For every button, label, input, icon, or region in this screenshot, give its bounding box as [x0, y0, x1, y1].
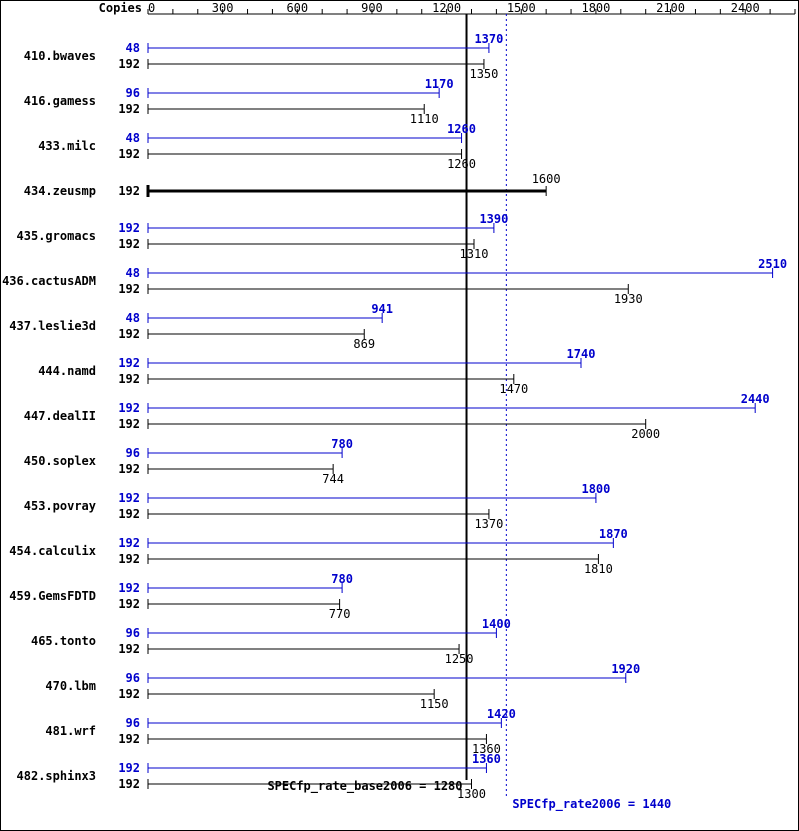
benchmark-name: 465.tonto [31, 634, 96, 648]
peak-value: 1920 [611, 662, 640, 676]
benchmark-name: 447.dealII [24, 409, 96, 423]
copies-value-peak: 192 [118, 536, 140, 550]
base-value: 1930 [614, 292, 643, 306]
base-value: 770 [329, 607, 351, 621]
benchmark-name: 410.bwaves [24, 49, 96, 63]
base-value: 1810 [584, 562, 613, 576]
peak-value: 2440 [741, 392, 770, 406]
copies-value-peak: 48 [126, 131, 140, 145]
copies-value-base: 192 [118, 102, 140, 116]
copies-value-base: 192 [118, 507, 140, 521]
copies-value-peak: 48 [126, 266, 140, 280]
base-line-label: SPECfp_rate_base2006 = 1280 [267, 779, 462, 794]
x-tick-label: 1500 [507, 1, 536, 15]
copies-value-peak: 48 [126, 311, 140, 325]
base-value: 1260 [447, 157, 476, 171]
copies-value-peak: 96 [126, 716, 140, 730]
benchmark-name: 433.milc [38, 139, 96, 153]
benchmark-name: 434.zeusmp [24, 184, 96, 198]
copies-value: 192 [118, 184, 140, 198]
x-tick-label: 1200 [432, 1, 461, 15]
peak-value: 1400 [482, 617, 511, 631]
base-value: 1350 [469, 67, 498, 81]
base-value: 2000 [631, 427, 660, 441]
chart-svg: 0 300 600 900 1200 1500 1800 2100 2400 Copies 410.… [0, 0, 799, 831]
copies-value-peak: 96 [126, 446, 140, 460]
x-tick-label: 2400 [731, 1, 760, 15]
benchmark-name: 482.sphinx3 [17, 769, 96, 783]
benchmark-name: 436.cactusADM [2, 274, 96, 288]
copies-value-peak: 48 [126, 41, 140, 55]
benchmark-name: 450.soplex [24, 454, 96, 468]
base-value: 1370 [474, 517, 503, 531]
x-tick-label: 900 [361, 1, 383, 15]
copies-value-peak: 192 [118, 491, 140, 505]
peak-value: 1390 [479, 212, 508, 226]
copies-value-base: 192 [118, 147, 140, 161]
x-tick-label: 0 [148, 1, 155, 15]
copies-value-base: 192 [118, 597, 140, 611]
benchmark-name: 459.GemsFDTD [9, 589, 96, 603]
base-value: 1310 [460, 247, 489, 261]
peak-value: 780 [331, 572, 353, 586]
copies-value-base: 192 [118, 687, 140, 701]
base-value: 1470 [499, 382, 528, 396]
peak-value: 1260 [447, 122, 476, 136]
x-tick-label: 300 [212, 1, 234, 15]
peak-value: 1420 [487, 707, 516, 721]
base-value: 1150 [420, 697, 449, 711]
copies-value-peak: 192 [118, 221, 140, 235]
benchmark-name: 454.calculix [9, 544, 96, 558]
copies-value-peak: 192 [118, 401, 140, 415]
x-tick-label: 2100 [656, 1, 685, 15]
copies-header: Copies [99, 1, 142, 15]
peak-value: 1740 [567, 347, 596, 361]
copies-value-base: 192 [118, 732, 140, 746]
copies-value-peak: 96 [126, 671, 140, 685]
copies-value-base: 192 [118, 372, 140, 386]
benchmark-name: 481.wrf [45, 724, 96, 738]
copies-value-base: 192 [118, 777, 140, 791]
benchmark-name: 416.gamess [24, 94, 96, 108]
copies-value-base: 192 [118, 282, 140, 296]
x-tick-label: 1800 [581, 1, 610, 15]
copies-value-base: 192 [118, 552, 140, 566]
copies-value-peak: 96 [126, 86, 140, 100]
base-value: 1250 [445, 652, 474, 666]
copies-value-base: 192 [118, 237, 140, 251]
copies-value-base: 192 [118, 642, 140, 656]
peak-value: 1800 [581, 482, 610, 496]
peak-value: 941 [371, 302, 393, 316]
copies-value-peak: 192 [118, 761, 140, 775]
copies-value-base: 192 [118, 57, 140, 71]
copies-value-base: 192 [118, 462, 140, 476]
benchmark-name: 453.povray [24, 499, 96, 513]
copies-value-peak: 192 [118, 581, 140, 595]
peak-value: 1170 [425, 77, 454, 91]
benchmark-name: 470.lbm [45, 679, 96, 693]
base-value: 744 [322, 472, 344, 486]
base-value: 869 [353, 337, 375, 351]
benchmark-name: 435.gromacs [17, 229, 96, 243]
base-value: 1110 [410, 112, 439, 126]
chart-border [1, 1, 799, 831]
x-tick-label: 600 [286, 1, 308, 15]
benchmark-name: 437.leslie3d [9, 319, 96, 333]
copies-value-base: 192 [118, 327, 140, 341]
result-value: 1600 [532, 172, 561, 186]
spec-benchmark-chart: 0 300 600 900 1200 1500 1800 2100 2400 Copies 410.… [0, 0, 799, 831]
peak-value: 1360 [472, 752, 501, 766]
copies-value-base: 192 [118, 417, 140, 431]
benchmark-name: 444.namd [38, 364, 96, 378]
copies-value-peak: 192 [118, 356, 140, 370]
peak-value: 1370 [474, 32, 503, 46]
copies-value-peak: 96 [126, 626, 140, 640]
peak-value: 780 [331, 437, 353, 451]
peak-value: 1870 [599, 527, 628, 541]
peak-value: 2510 [758, 257, 787, 271]
peak-line-label: SPECfp_rate2006 = 1440 [512, 797, 671, 812]
